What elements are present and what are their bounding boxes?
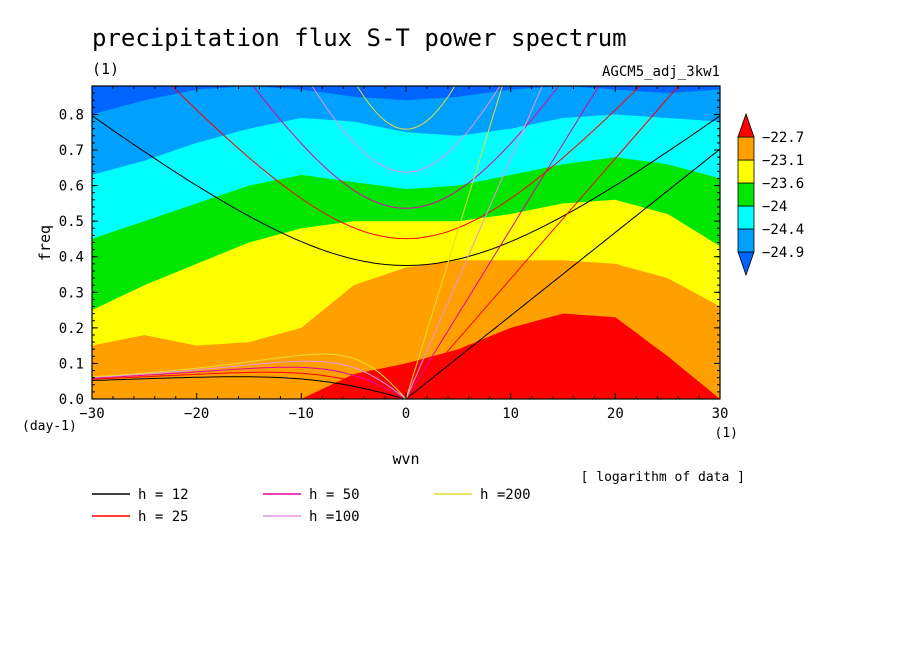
curve-rossby-1 [92, 371, 407, 399]
chart-title: precipitation flux S-T power spectrum [92, 24, 627, 52]
contour-fills [92, 86, 720, 399]
y-tick-label: 0.5 [59, 214, 84, 230]
y-axis: 0.0 0.1 0.2 0.3 0.4 0.5 0.6 0.7 0.8 [59, 92, 720, 408]
x-axis-label: wvn [392, 450, 419, 468]
y-tick-label: 0.4 [59, 250, 84, 266]
experiment-label: AGCM5_adj_3kw1 [602, 64, 720, 80]
curve-ig-3 [311, 86, 501, 173]
colorbar: −22.7 −23.1 −23.6 −24 −24.4 −24.9 [737, 112, 804, 277]
legend-label: h = 50 [309, 487, 360, 503]
curve-ig-1 [171, 86, 641, 240]
dispersion-curves [92, 86, 720, 399]
colorbar-top-arrow [737, 112, 755, 138]
legend-label: h = 12 [138, 487, 189, 503]
curve-ig-4 [356, 86, 456, 130]
curve-kelvin-3 [405, 86, 543, 399]
legend-label: h =200 [480, 487, 531, 503]
colorbar-label: −22.7 [762, 130, 804, 146]
y-tick-label: 0.1 [59, 356, 84, 372]
colorbar-segment [737, 159, 755, 184]
colorbar-label: −23.6 [762, 176, 804, 192]
y-tick-label: 0.0 [59, 392, 84, 408]
curve-rossby-3 [92, 360, 407, 399]
colorbar-bottom-arrow [737, 251, 755, 277]
y-axis-label: freq [36, 225, 54, 261]
legend: h = 12 h = 25 h = 50 h =100 h =200 [92, 487, 531, 525]
curve-ig-0 [92, 115, 720, 267]
curve-kelvin-4 [405, 86, 503, 399]
curve-rossby-0 [92, 376, 407, 399]
curve-ig-2 [252, 86, 560, 209]
colorbar-label: −24 [762, 199, 787, 215]
colorbar-label: −24.9 [762, 245, 804, 261]
x-units-label: (1) [715, 426, 738, 441]
x-tick-label: −30 [79, 406, 104, 422]
colorbar-segment [737, 205, 755, 230]
x-tick-label: −10 [289, 406, 314, 422]
legend-label: h =100 [309, 509, 360, 525]
x-tick-label: 30 [712, 406, 729, 422]
curve-kelvin-0 [405, 148, 720, 399]
y-tick-label: 0.7 [59, 143, 84, 159]
y-tick-label: 0.6 [59, 179, 84, 195]
x-tick-label: 10 [502, 406, 519, 422]
colorbar-segment [737, 228, 755, 253]
colorbar-segment [737, 136, 755, 161]
units-label: (1) [92, 60, 119, 78]
x-tick-label: 0 [402, 406, 410, 422]
x-tick-label: −20 [184, 406, 209, 422]
data-note: [ logarithm of data ] [581, 470, 745, 485]
y-tick-label: 0.3 [59, 285, 84, 301]
curve-kelvin-2 [405, 86, 600, 399]
x-tick-label: 20 [607, 406, 624, 422]
curve-kelvin-1 [405, 86, 680, 399]
y-tick-label: 0.8 [59, 107, 84, 123]
x-axis: −30 −20 −10 0 10 20 30 [79, 86, 728, 422]
colorbar-label: −23.1 [762, 153, 804, 169]
y-tick-label: 0.2 [59, 321, 84, 337]
curve-rossby-2 [92, 366, 407, 399]
curve-rossby-4 [92, 353, 407, 399]
colorbar-segment [737, 182, 755, 207]
legend-label: h = 25 [138, 509, 189, 525]
y-units-label: (day-1) [22, 419, 77, 434]
colorbar-label: −24.4 [762, 222, 804, 238]
contour-band-6 [92, 313, 720, 399]
